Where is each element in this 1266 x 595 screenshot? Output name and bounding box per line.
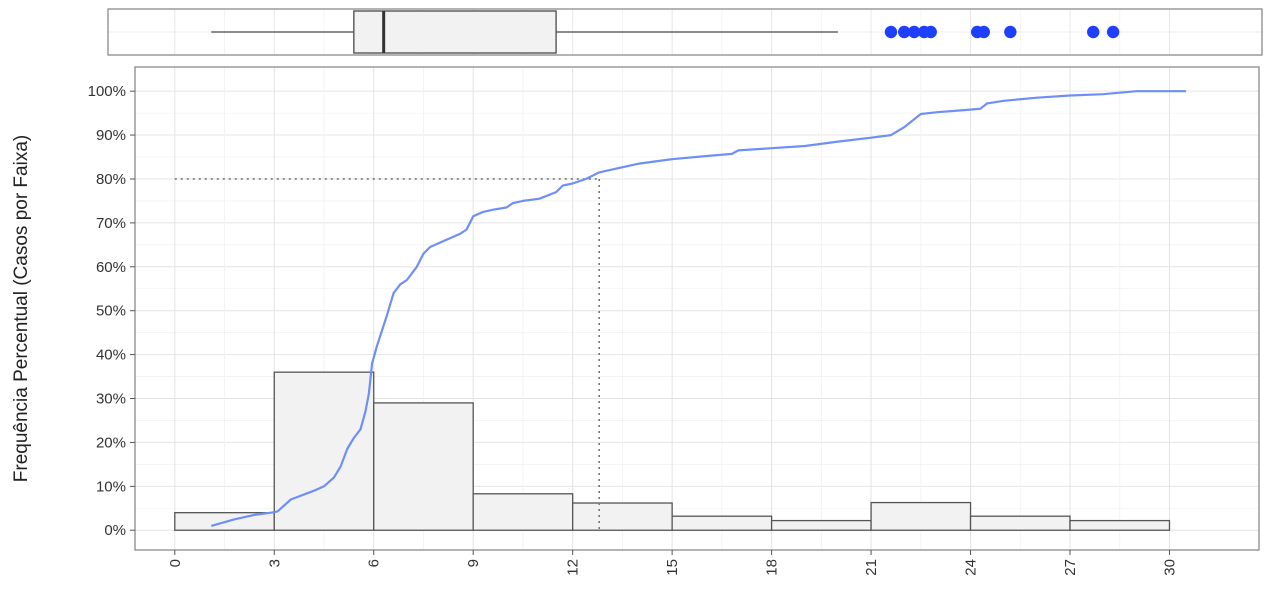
- boxplot-outlier: [1004, 25, 1017, 39]
- y-tick-label: 60%: [96, 259, 126, 276]
- y-axis: 0% 10% 20% 30% 40% 50% 60% 70% 80% 90% 100%: [88, 83, 135, 539]
- x-axis: 0 3 6 9 12 15 18 21 24 27 30: [167, 550, 1178, 576]
- y-tick-label: 20%: [96, 434, 126, 451]
- boxplot-panel: [107, 8, 1263, 56]
- x-tick-label: 15: [664, 559, 681, 576]
- y-tick-label: 70%: [96, 215, 126, 232]
- boxplot-marks: [211, 10, 1120, 54]
- x-tick-label: 3: [266, 559, 283, 567]
- x-tick-label: 21: [863, 559, 880, 576]
- histogram-bar: [770, 519, 872, 531]
- x-tick-label: 9: [465, 559, 482, 567]
- x-tick-label: 6: [366, 559, 383, 567]
- reference-lines: [174, 178, 600, 531]
- cumulative-line: [210, 90, 1187, 527]
- x-tick-label: 30: [1161, 559, 1178, 576]
- histogram-bar: [671, 515, 773, 531]
- y-axis-title: Frequência Percentual (Casos por Faixa): [11, 135, 32, 482]
- histogram-bar: [1069, 519, 1171, 531]
- main-gridlines: [135, 67, 1259, 550]
- histogram-bar: [870, 501, 972, 531]
- x-tick-label: 27: [1062, 559, 1079, 576]
- histogram-bars: [174, 371, 1171, 531]
- histogram-bar: [572, 502, 673, 531]
- boxplot-outlier: [898, 25, 911, 39]
- boxplot-outlier: [1087, 25, 1100, 39]
- boxplot-outlier: [924, 25, 937, 39]
- histogram-bar: [273, 371, 375, 531]
- boxplot-outlier: [884, 25, 898, 39]
- boxplot-box: [353, 10, 557, 54]
- y-tick-label: 30%: [96, 391, 126, 408]
- y-tick-label: 50%: [96, 303, 126, 320]
- x-tick-label: 0: [167, 559, 184, 567]
- y-tick-label: 90%: [96, 127, 126, 144]
- y-tick-label: 40%: [96, 347, 126, 364]
- y-tick-label: 10%: [96, 478, 126, 495]
- histogram-bar: [472, 493, 574, 531]
- histogram-bar: [373, 402, 474, 531]
- boxplot-panel-border: [107, 8, 1263, 56]
- boxplot-outlier: [1106, 25, 1120, 39]
- histogram-bar: [969, 515, 1071, 531]
- x-tick-label: 12: [565, 559, 582, 576]
- cumulative-line-group: [210, 90, 1187, 527]
- x-tick-label: 24: [963, 559, 980, 576]
- boxplot-outlier: [977, 25, 991, 39]
- main-panel: [134, 66, 1260, 551]
- y-tick-label: 0%: [104, 522, 126, 539]
- boxplot-outlier: [907, 25, 921, 39]
- x-tick-label: 18: [764, 559, 781, 576]
- y-tick-label: 100%: [88, 83, 126, 100]
- y-tick-label: 80%: [96, 171, 126, 188]
- main-panel-border: [134, 66, 1260, 551]
